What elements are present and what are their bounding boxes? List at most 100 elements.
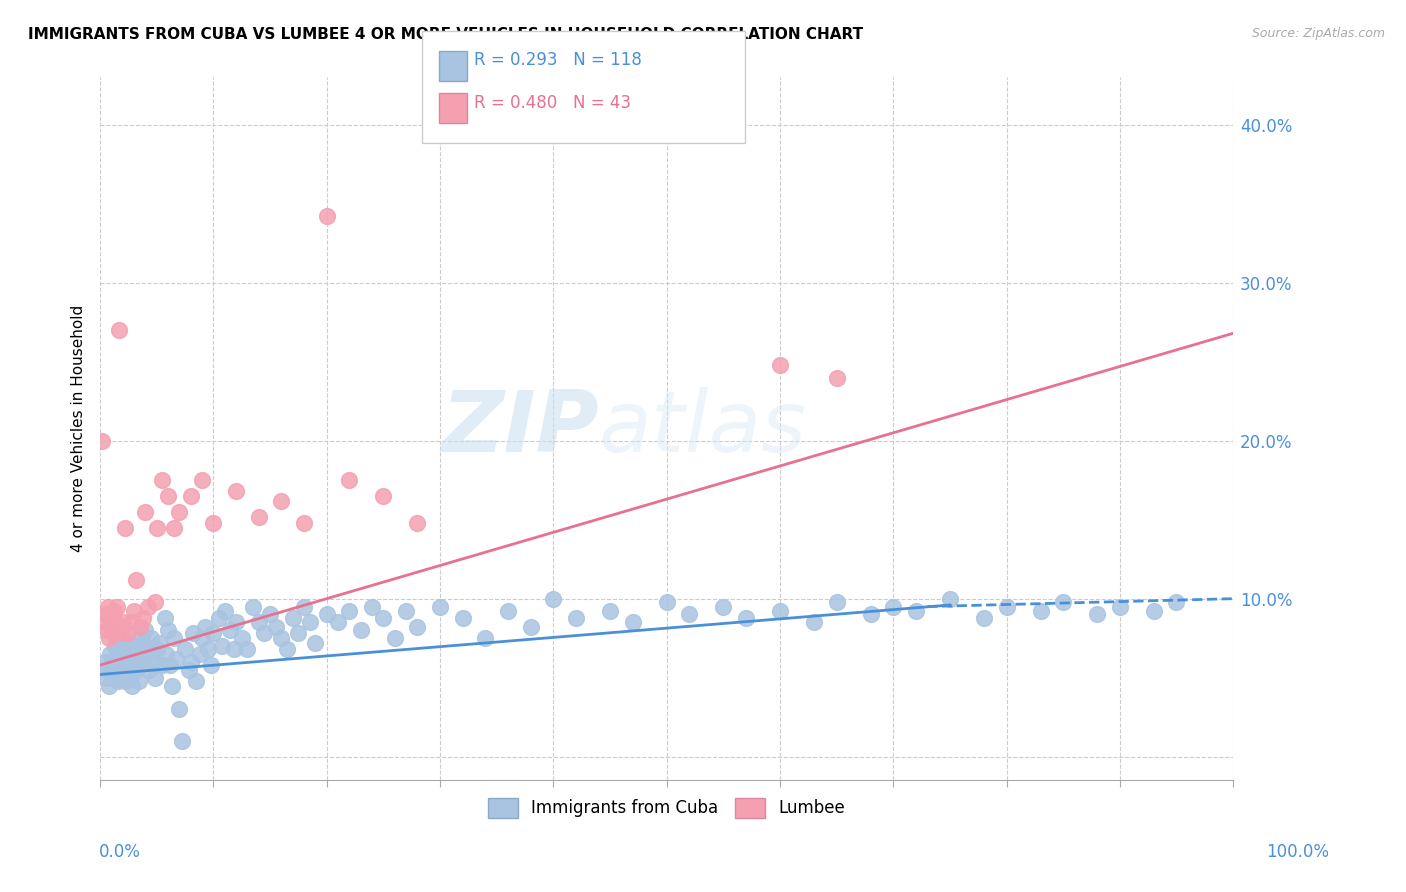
Text: R = 0.293   N = 118: R = 0.293 N = 118 [474,51,641,69]
Point [124,655,146,669]
Point [281,610,304,624]
Point [98,620,121,634]
Point [395,604,418,618]
Point [939,591,962,606]
Point [599,604,621,618]
Point [247,509,270,524]
Point [1166,595,1188,609]
Point [565,610,588,624]
Point [121,615,143,630]
Point [177,663,200,677]
Point [110,658,132,673]
Point [253,626,276,640]
Point [157,624,180,638]
Point [152,658,174,673]
Point [222,642,245,657]
Text: 100.0%: 100.0% [1265,843,1329,861]
Point [384,631,406,645]
Text: R = 0.480   N = 43: R = 0.480 N = 43 [474,94,631,112]
Point [98,647,121,661]
Point [100,610,122,624]
Point [122,639,145,653]
Point [655,595,678,609]
Point [127,631,149,645]
Point [264,620,287,634]
Point [142,655,165,669]
Point [128,673,150,688]
Point [104,663,127,677]
Text: 0.0%: 0.0% [98,843,141,861]
Point [406,516,429,530]
Point [373,610,395,624]
Point [242,599,264,614]
Point [136,599,159,614]
Point [287,626,309,640]
Point [118,671,141,685]
Point [202,516,225,530]
Point [104,639,127,653]
Point [181,626,204,640]
Point [350,624,373,638]
Point [101,655,124,669]
Point [125,573,148,587]
Point [373,489,395,503]
Point [153,610,176,624]
Point [197,642,219,657]
Point [108,323,131,337]
Point [219,624,242,638]
Point [882,599,904,614]
Y-axis label: 4 or more Vehicles in Household: 4 or more Vehicles in Household [72,305,86,552]
Point [146,520,169,534]
Point [136,647,159,661]
Point [214,604,236,618]
Point [98,679,121,693]
Point [326,615,349,630]
Point [292,516,315,530]
Point [114,673,136,688]
Point [163,520,186,534]
Point [96,671,118,685]
Point [211,639,233,653]
Point [247,615,270,630]
Point [101,626,124,640]
Point [169,702,191,716]
Point [132,636,155,650]
Point [146,642,169,657]
Legend: Immigrants from Cuba, Lumbee: Immigrants from Cuba, Lumbee [481,791,852,825]
Point [973,610,995,624]
Point [208,610,231,624]
Point [97,663,120,677]
Point [298,615,321,630]
Point [315,607,337,622]
Point [111,667,134,681]
Point [93,615,115,630]
Point [188,647,211,661]
Point [121,679,143,693]
Point [111,626,134,640]
Point [225,615,247,630]
Point [543,591,565,606]
Point [186,673,208,688]
Point [103,671,125,685]
Point [96,624,118,638]
Point [200,658,222,673]
Point [859,607,882,622]
Point [94,607,117,622]
Point [995,599,1018,614]
Point [180,489,202,503]
Point [621,615,644,630]
Point [111,642,134,657]
Point [803,615,825,630]
Point [825,370,848,384]
Point [105,599,128,614]
Point [361,599,384,614]
Point [160,679,183,693]
Point [735,610,758,624]
Point [132,610,155,624]
Point [406,620,429,634]
Point [202,626,225,640]
Point [129,647,152,661]
Point [519,620,541,634]
Text: Source: ZipAtlas.com: Source: ZipAtlas.com [1251,27,1385,40]
Point [97,599,120,614]
